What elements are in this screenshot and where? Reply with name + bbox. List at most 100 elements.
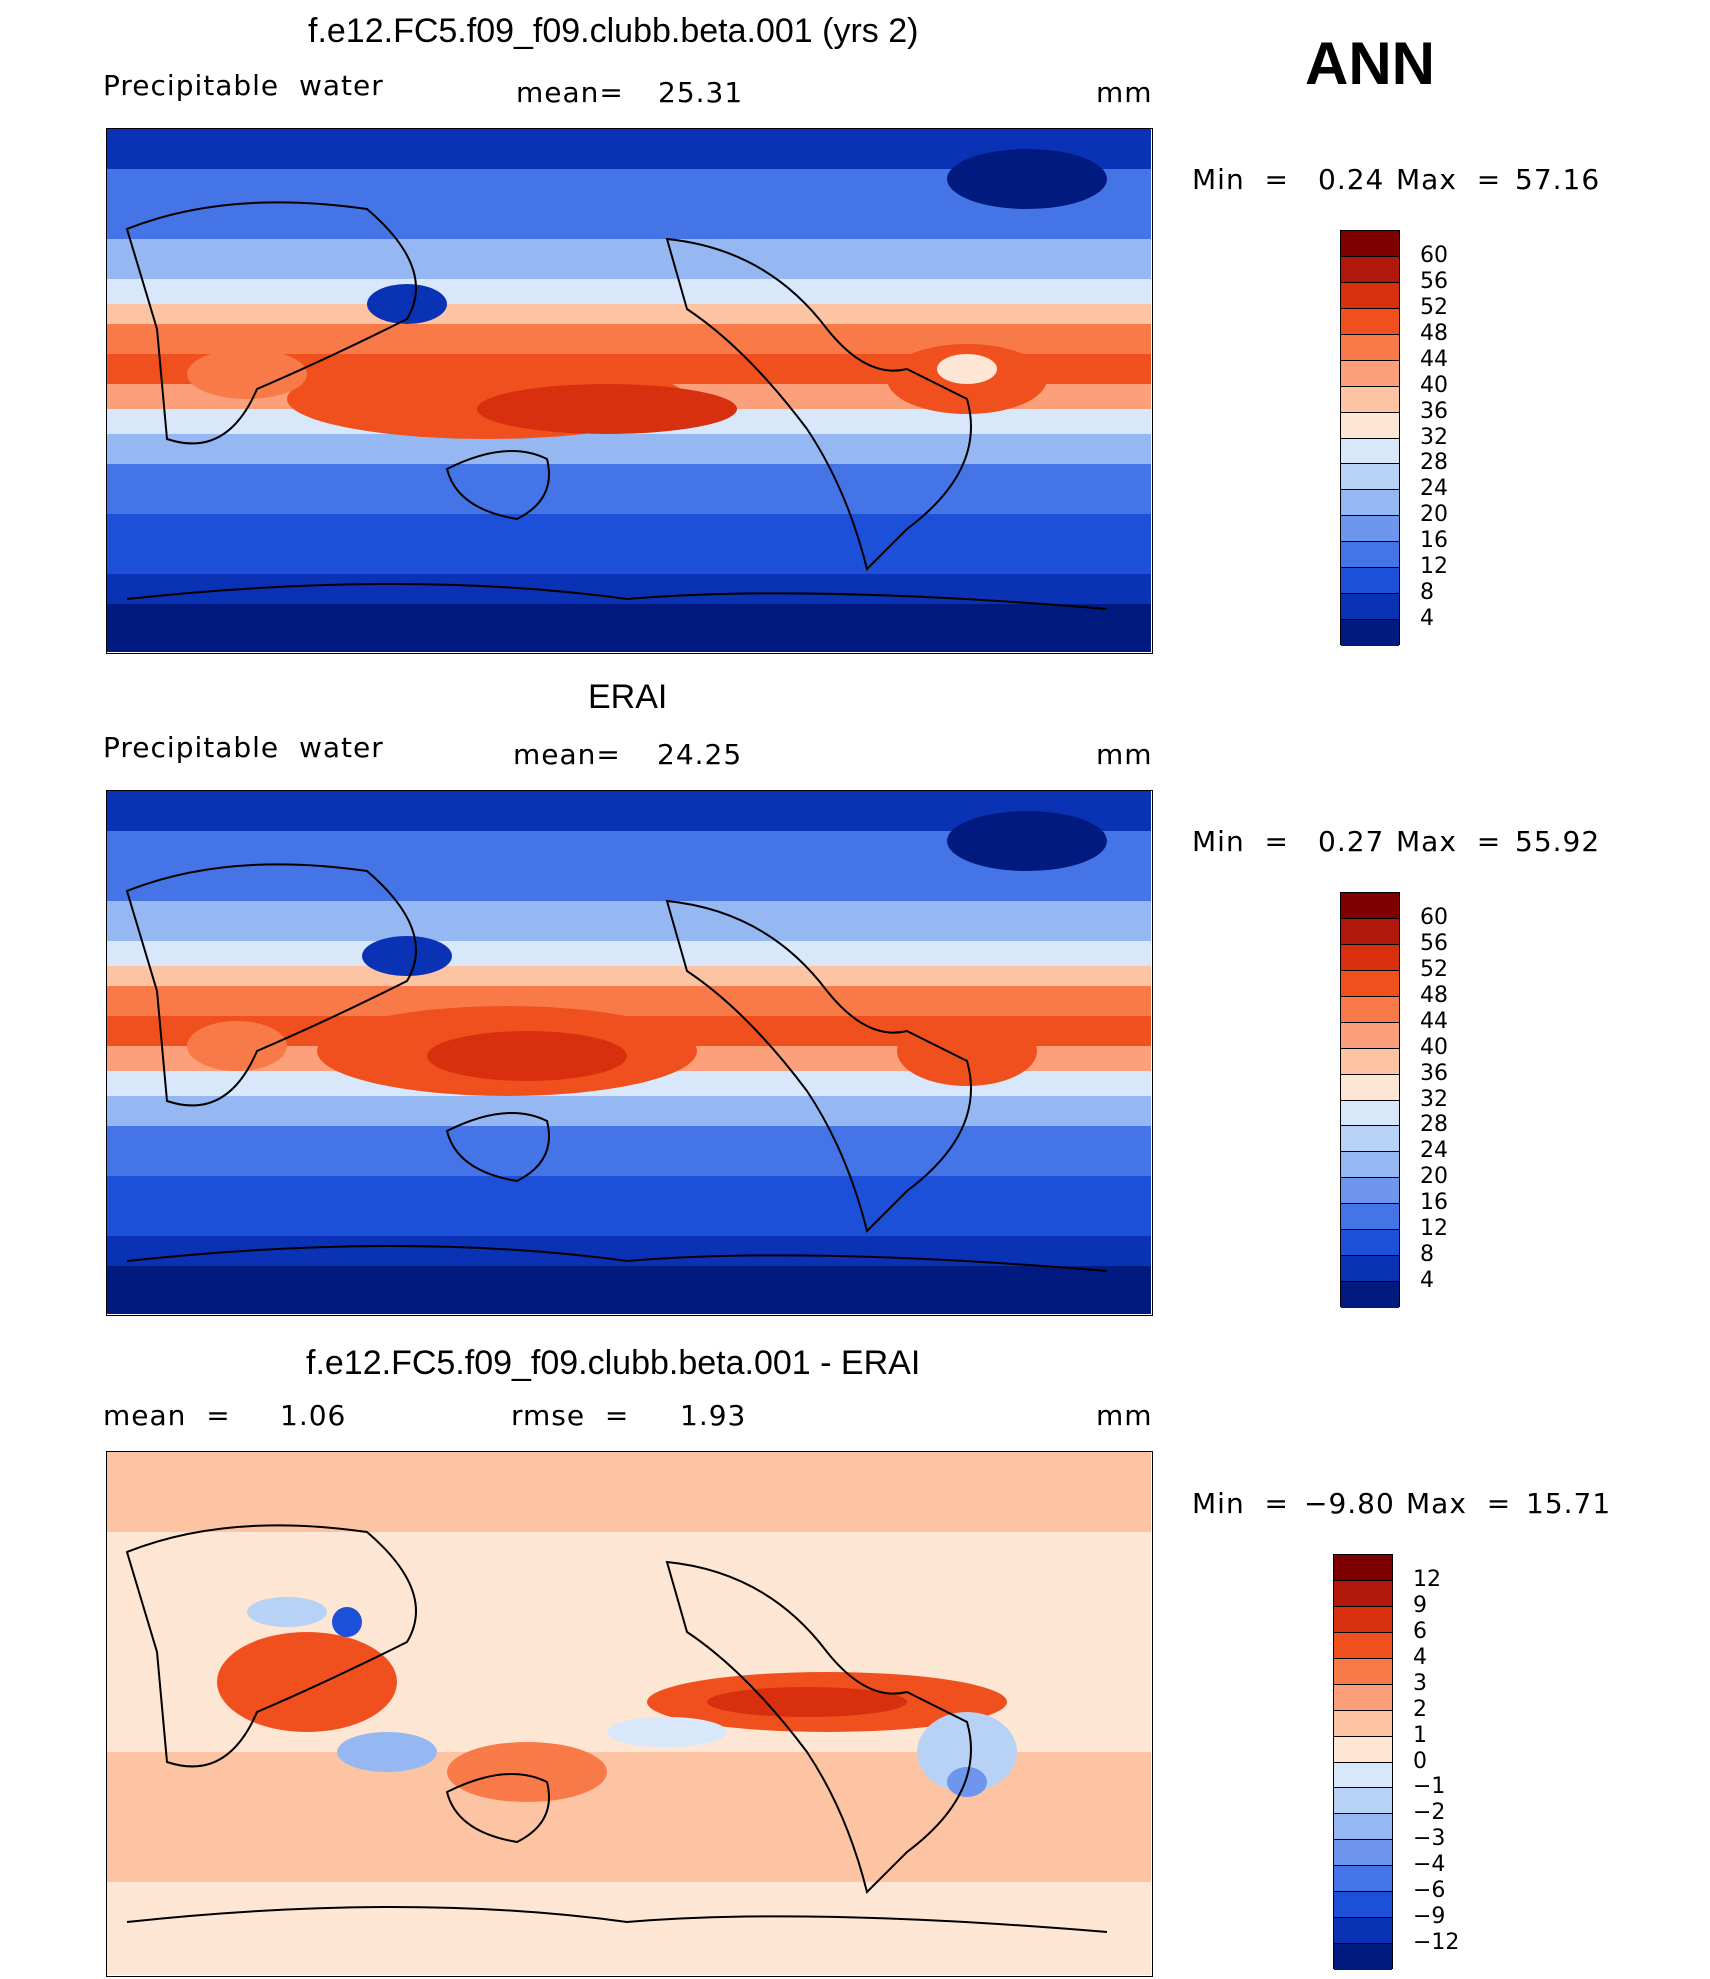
colorbar-tick-label: 36 <box>1420 398 1448 424</box>
colorbar-tick-label: −1 <box>1413 1774 1446 1800</box>
panel1-colorbar <box>1340 230 1400 646</box>
panel2-max-label: Max = <box>1396 825 1502 858</box>
colorbar-tick-label: −2 <box>1413 1800 1446 1826</box>
colorbar-tick-label: 60 <box>1420 904 1448 930</box>
colorbar-tick-label: 44 <box>1420 1008 1448 1034</box>
panel3-map <box>106 1451 1153 1977</box>
colorbar-tick-label: 8 <box>1420 1242 1434 1268</box>
panel1-title: f.e12.FC5.f09_f09.clubb.beta.001 (yrs 2) <box>308 12 919 50</box>
colorbar-swatch <box>1341 1022 1399 1049</box>
colorbar-tick-label: 28 <box>1420 1112 1448 1138</box>
colorbar-swatch <box>1341 412 1399 439</box>
colorbar-tick-label: 36 <box>1420 1060 1448 1086</box>
colorbar-swatch <box>1334 1892 1392 1919</box>
panel2-variable-label: Precipitable water <box>103 731 384 764</box>
colorbar-swatch <box>1341 944 1399 971</box>
panel1-units: mm <box>1096 76 1153 109</box>
panel2-title: ERAI <box>588 678 668 716</box>
panel1-mean-label: mean= <box>516 76 624 109</box>
colorbar-swatch <box>1341 1074 1399 1101</box>
panel2-mean-label: mean= <box>513 738 621 771</box>
panel2-map <box>106 790 1153 1316</box>
colorbar-swatch <box>1341 568 1399 595</box>
colorbar-swatch <box>1334 1710 1392 1737</box>
colorbar-tick-label: −6 <box>1413 1878 1446 1904</box>
colorbar-swatch <box>1341 1048 1399 1075</box>
colorbar-tick-label: −12 <box>1413 1930 1460 1956</box>
colorbar-tick-label: 6 <box>1413 1618 1427 1644</box>
colorbar-swatch <box>1334 1658 1392 1685</box>
colorbar-swatch <box>1334 1866 1392 1893</box>
colorbar-swatch <box>1334 1762 1392 1789</box>
colorbar-tick-label: 4 <box>1413 1644 1427 1670</box>
colorbar-swatch <box>1341 490 1399 517</box>
colorbar-swatch <box>1334 1944 1392 1970</box>
colorbar-swatch <box>1334 1788 1392 1815</box>
colorbar-swatch <box>1341 893 1399 919</box>
colorbar-swatch <box>1341 438 1399 465</box>
colorbar-swatch <box>1334 1814 1392 1841</box>
colorbar-swatch <box>1341 620 1399 646</box>
colorbar-tick-label: 1 <box>1413 1722 1427 1748</box>
colorbar-swatch <box>1341 1126 1399 1153</box>
colorbar-tick-label: 60 <box>1420 242 1448 268</box>
colorbar-tick-label: −3 <box>1413 1826 1446 1852</box>
colorbar-tick-label: 40 <box>1420 372 1448 398</box>
colorbar-tick-label: 12 <box>1420 1216 1448 1242</box>
panel1-min-value: 0.24 <box>1318 163 1385 196</box>
panel1-variable-label: Precipitable water <box>103 69 384 102</box>
panel3-colorbar <box>1333 1554 1393 1970</box>
colorbar-swatch <box>1334 1606 1392 1633</box>
colorbar-swatch <box>1334 1632 1392 1659</box>
colorbar-swatch <box>1341 1256 1399 1283</box>
colorbar-swatch <box>1334 1684 1392 1711</box>
colorbar-tick-label: 52 <box>1420 956 1448 982</box>
colorbar-swatch <box>1341 1230 1399 1257</box>
panel2-min-label: Min = <box>1192 825 1289 858</box>
colorbar-tick-label: −9 <box>1413 1904 1446 1930</box>
season-label: ANN <box>1305 30 1435 97</box>
panel2-max-value: 55.92 <box>1515 825 1601 858</box>
colorbar-swatch <box>1341 360 1399 387</box>
colorbar-tick-label: 32 <box>1420 424 1448 450</box>
panel2-min-value: 0.27 <box>1318 825 1385 858</box>
panel3-max-label: Max = <box>1406 1487 1512 1520</box>
colorbar-tick-label: 4 <box>1420 606 1434 632</box>
panel3-units: mm <box>1096 1399 1153 1432</box>
colorbar-swatch <box>1341 1178 1399 1205</box>
colorbar-tick-label: 40 <box>1420 1034 1448 1060</box>
panel1-field <box>107 129 1151 652</box>
panel3-min-label: Min = <box>1192 1487 1289 1520</box>
colorbar-tick-label: 56 <box>1420 268 1448 294</box>
panel3-field <box>107 1452 1151 1975</box>
panel3-mean-label: mean = <box>103 1399 231 1432</box>
colorbar-swatch <box>1341 334 1399 361</box>
colorbar-tick-label: 2 <box>1413 1696 1427 1722</box>
colorbar-tick-label: 52 <box>1420 294 1448 320</box>
panel1-map <box>106 128 1153 654</box>
colorbar-tick-label: 16 <box>1420 1190 1448 1216</box>
colorbar-tick-label: −4 <box>1413 1852 1446 1878</box>
colorbar-swatch <box>1334 1580 1392 1607</box>
panel3-title: f.e12.FC5.f09_f09.clubb.beta.001 - ERAI <box>306 1344 921 1382</box>
colorbar-tick-label: 20 <box>1420 1164 1448 1190</box>
colorbar-swatch <box>1334 1736 1392 1763</box>
colorbar-tick-label: 12 <box>1420 554 1448 580</box>
colorbar-tick-label: 9 <box>1413 1592 1427 1618</box>
colorbar-swatch <box>1341 308 1399 335</box>
colorbar-tick-label: 8 <box>1420 580 1434 606</box>
colorbar-swatch <box>1341 386 1399 413</box>
colorbar-swatch <box>1341 996 1399 1023</box>
colorbar-tick-label: 0 <box>1413 1748 1427 1774</box>
colorbar-swatch <box>1341 516 1399 543</box>
panel1-mean-value: 25.31 <box>658 76 744 109</box>
colorbar-tick-label: 4 <box>1420 1268 1434 1294</box>
colorbar-tick-label: 28 <box>1420 450 1448 476</box>
colorbar-tick-label: 44 <box>1420 346 1448 372</box>
panel3-max-value: 15.71 <box>1526 1487 1612 1520</box>
colorbar-swatch <box>1341 231 1399 257</box>
colorbar-tick-label: 24 <box>1420 476 1448 502</box>
colorbar-swatch <box>1334 1918 1392 1945</box>
colorbar-swatch <box>1341 256 1399 283</box>
colorbar-swatch <box>1334 1840 1392 1867</box>
